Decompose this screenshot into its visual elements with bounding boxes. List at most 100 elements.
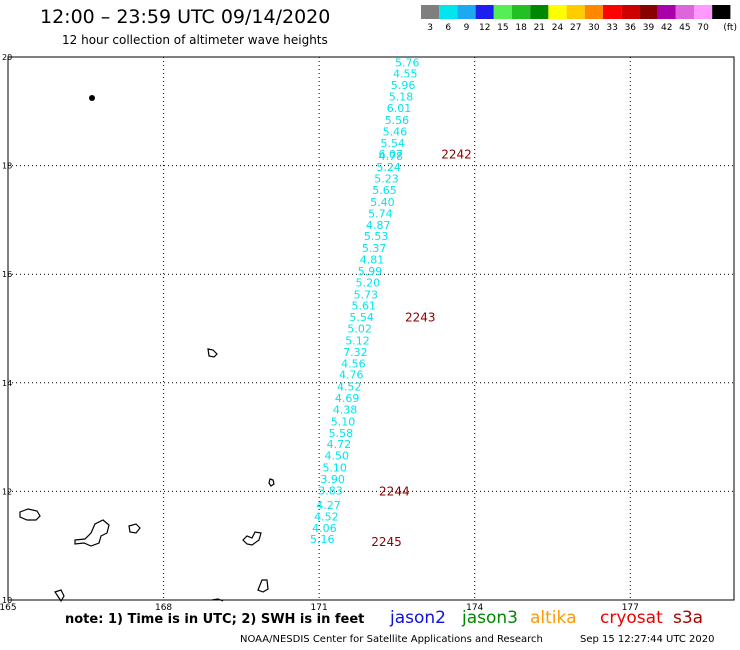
legend-label: 6 xyxy=(445,23,451,33)
legend-swatch xyxy=(603,5,622,19)
wave-height-value: 5.02 xyxy=(347,323,372,336)
lat-tick-label: 20 xyxy=(2,53,12,62)
page-title: 12:00 – 23:59 UTC 09/14/2020 xyxy=(40,6,331,28)
wave-height-value: 3.83 xyxy=(318,484,343,497)
footer-credit: NOAA/NESDIS Center for Satellite Applica… xyxy=(240,634,543,645)
wave-height-value: 5.16 xyxy=(310,533,335,546)
lat-tick-label: 18 xyxy=(2,162,12,171)
satellite-label-altika: altika xyxy=(530,608,577,628)
legend-swatch xyxy=(493,5,512,19)
time-label: 2244 xyxy=(379,484,410,498)
wave-height-value: 4.69 xyxy=(335,392,360,405)
legend-label: 21 xyxy=(534,23,545,33)
page-subtitle: 12 hour collection of altimeter wave hei… xyxy=(62,33,328,47)
wave-height-value: 4.52 xyxy=(314,510,339,523)
lat-tick-label: 14 xyxy=(2,379,12,388)
island xyxy=(268,478,275,487)
wave-height-value: 5.24 xyxy=(376,161,401,174)
wave-height-value: 5.96 xyxy=(391,79,416,92)
units-note: note: 1) Time is in UTC; 2) SWH is in fe… xyxy=(65,612,365,627)
map-frame xyxy=(7,56,735,601)
legend-label: 39 xyxy=(643,23,655,33)
legend-unit: (ft) xyxy=(723,23,737,33)
time-labels: 2242 2243 2244 2245 xyxy=(371,148,472,549)
island xyxy=(19,508,41,521)
wave-height-value: 6.07 xyxy=(378,148,403,161)
wave-height-value: 4.50 xyxy=(325,450,350,463)
legend-swatch xyxy=(439,5,458,19)
legend-label: 15 xyxy=(497,23,508,33)
legend-label: 45 xyxy=(679,23,690,33)
satellite-label-cryosat: cryosat xyxy=(600,608,663,628)
wave-height-value: 5.74 xyxy=(368,207,393,220)
lat-lon-grid: 165 168 171 174 177 10 12 14 16 18 20 xyxy=(0,53,735,613)
wave-height-value: 4.06 xyxy=(312,522,337,535)
wave-height-value: 5.10 xyxy=(331,415,356,428)
satellite-label-jason3: jason3 xyxy=(462,608,518,628)
wave-height-value: 5.58 xyxy=(329,427,354,440)
time-label: 2245 xyxy=(371,535,402,549)
legend-swatch xyxy=(657,5,676,19)
island xyxy=(257,579,269,593)
wave-height-value: 5.56 xyxy=(385,114,410,127)
wave-height-value: 5.61 xyxy=(351,300,376,313)
wave-height-value: 4.81 xyxy=(360,254,385,267)
island xyxy=(211,598,224,602)
wave-height-value: 4.87 xyxy=(366,219,391,232)
wave-height-value: 5.23 xyxy=(374,173,399,186)
time-label: 2243 xyxy=(405,311,436,325)
wave-height-value: 4.78 xyxy=(378,150,403,163)
wave-height-value: 5.10 xyxy=(322,462,347,475)
lat-tick-label: 12 xyxy=(2,487,12,496)
legend-label: 18 xyxy=(515,23,527,33)
wave-height-value: 5.37 xyxy=(362,242,387,255)
legend-label: 27 xyxy=(570,23,581,33)
wave-height-value: 6.01 xyxy=(387,102,412,115)
legend-label: 24 xyxy=(552,23,564,33)
lon-tick-label: 174 xyxy=(466,603,483,613)
lon-tick-label: 168 xyxy=(155,603,172,613)
wave-height-value: 4.76 xyxy=(339,369,364,382)
legend-label: 42 xyxy=(661,23,672,33)
time-label: 2242 xyxy=(441,148,472,162)
lon-tick-label: 165 xyxy=(0,603,17,613)
wave-height-value: 5.12 xyxy=(345,334,370,347)
legend-swatch xyxy=(639,5,658,19)
legend-label: 36 xyxy=(625,23,637,33)
wave-height-value: 3.90 xyxy=(320,473,345,486)
wave-height-value: 5.76 xyxy=(395,56,420,69)
wave-height-value: 4.38 xyxy=(333,403,358,416)
wave-height-value: 4.56 xyxy=(341,357,366,370)
wave-height-value: 5.20 xyxy=(356,276,381,289)
island xyxy=(128,523,141,534)
wave-height-value: 5.40 xyxy=(370,196,395,209)
legend-label: 30 xyxy=(588,23,600,33)
island xyxy=(74,519,110,547)
wave-height-value: 4.72 xyxy=(327,438,352,451)
wave-height-value: 5.54 xyxy=(381,137,406,150)
legend-swatch xyxy=(548,5,567,19)
color-legend: 3 6 9 12 15 18 21 24 27 30 33 36 39 42 45 70 (ft) xyxy=(421,5,737,33)
wave-height-observations: 5.764.555.965.186.015.565.465.546.074.78… xyxy=(310,56,420,546)
island xyxy=(89,95,95,101)
lon-tick-label: 177 xyxy=(622,603,639,613)
legend-swatch xyxy=(675,5,694,19)
footer-timestamp: Sep 15 12:27:44 UTC 2020 xyxy=(580,634,715,645)
lon-tick-label: 171 xyxy=(311,603,328,613)
legend-swatch xyxy=(512,5,531,19)
wave-height-value: 7.32 xyxy=(343,346,368,359)
legend-swatch xyxy=(694,5,713,19)
wave-height-value: 4.55 xyxy=(393,67,418,80)
wave-height-value: 5.54 xyxy=(349,311,374,324)
wave-height-value: 5.99 xyxy=(358,265,383,278)
legend-label: 70 xyxy=(697,23,709,33)
island-outlines xyxy=(19,95,275,603)
wave-height-value: 5.73 xyxy=(354,288,379,301)
lat-tick-label: 16 xyxy=(2,270,12,279)
legend-label: 3 xyxy=(427,23,433,33)
satellite-label-jason2: jason2 xyxy=(390,608,446,628)
wave-height-value: 5.46 xyxy=(383,125,408,138)
legend-swatch xyxy=(584,5,603,19)
